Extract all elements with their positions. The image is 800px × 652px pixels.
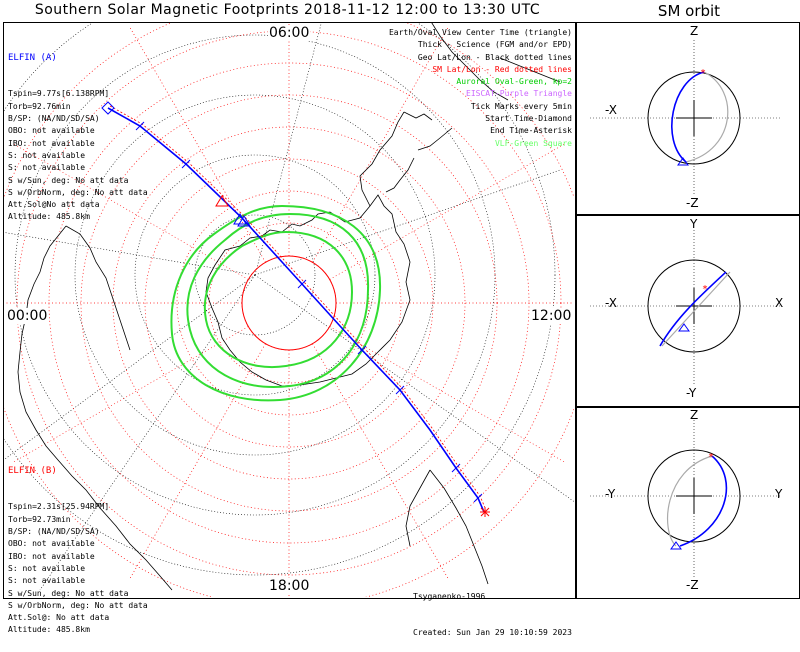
panel2-bottom-label: -Y bbox=[686, 386, 697, 400]
elfin-a-line: S: not available bbox=[8, 163, 86, 173]
elfin-a-info: ELFIN (A) Tspin=9.77s[6.138RPM] Torb=92.7… bbox=[8, 27, 148, 236]
elfin-a-line: IBO: not available bbox=[8, 138, 95, 148]
panel2-left-label: -X bbox=[605, 296, 617, 310]
elfin-b-line: S w/OrbNorm, deg: No att data bbox=[8, 600, 148, 610]
legend-item: End Time-Asterisk bbox=[490, 126, 572, 136]
sm-lat-circle bbox=[112, 126, 466, 480]
svg-text:*: * bbox=[700, 68, 706, 79]
clock-label-bottom: 18:00 bbox=[268, 578, 311, 594]
credits: Tsyganenko-1996 Created: Sun Jan 29 10:1… bbox=[413, 566, 572, 652]
sm-lon-line bbox=[312, 343, 450, 581]
sm-lon-line bbox=[11, 326, 249, 464]
legend: Earth/Oval View Center Time (triangle) Th… bbox=[389, 27, 572, 150]
elfin-b-line: OBO: not available bbox=[8, 539, 95, 549]
sm-lat-circle bbox=[144, 158, 434, 448]
elfin-a-line: Att.Sol@No att data bbox=[8, 200, 100, 210]
elfin-b-line: IBO: not available bbox=[8, 551, 95, 561]
panel1-bottom-label: -Z bbox=[686, 196, 699, 210]
elfin-b-lines: Tspin=2.31s[25.94RPM] Torb=92.73min B/SP: … bbox=[8, 501, 148, 636]
clock-label-top: 06:00 bbox=[268, 25, 311, 41]
credits-created: Created: Sun Jan 29 10:10:59 2023 bbox=[413, 628, 572, 638]
track-tick bbox=[473, 493, 483, 503]
track-tick bbox=[135, 121, 145, 131]
elfin-a-line: S: not available bbox=[8, 150, 86, 160]
elfin-a-line: Tspin=9.77s[6.138RPM] bbox=[8, 89, 110, 99]
credits-author: Tsyganenko-1996 bbox=[413, 591, 486, 601]
elfin-a-name: ELFIN (A) bbox=[8, 52, 57, 63]
panel1-top-label: Z bbox=[690, 24, 699, 38]
elfin-b-line: S: not available bbox=[8, 563, 86, 573]
panel2-right-label: X bbox=[775, 296, 784, 310]
elfin-a-line: S w/OrbNorm, deg: No att data bbox=[8, 187, 148, 197]
orbit-panel-yz: * bbox=[590, 420, 780, 578]
elfin-b-line: B/SP: (NA/ND/SD/SA) bbox=[8, 527, 100, 537]
elfin-b-line: Altitude: 485.8km bbox=[8, 625, 90, 635]
elfin-a-line: B/SP: (NA/ND/SD/SA) bbox=[8, 114, 100, 124]
elfin-b-track bbox=[109, 105, 487, 511]
orbit-title: SM orbit bbox=[657, 2, 721, 20]
elfin-b-line: S: not available bbox=[8, 576, 86, 586]
page-title: Southern Solar Magnetic Footprints 2018-… bbox=[34, 2, 541, 18]
track-ticks bbox=[135, 121, 483, 503]
track-tick bbox=[181, 159, 191, 169]
sm-lon-line bbox=[128, 25, 266, 263]
sm-pole-circle bbox=[241, 255, 337, 351]
sm-lat-circle bbox=[176, 190, 402, 416]
svg-text:*: * bbox=[702, 284, 708, 295]
clock-label-left: 00:00 bbox=[6, 308, 49, 324]
start-diamond bbox=[101, 101, 115, 115]
end-asterisk bbox=[480, 507, 490, 517]
map-frame bbox=[3, 22, 576, 599]
elfin-b-line: Att.Sol@: No att data bbox=[8, 613, 110, 623]
sm-lat-circle bbox=[208, 222, 370, 384]
orbit-panel-xz: * bbox=[590, 40, 780, 196]
elfin-a-line: OBO: not available bbox=[8, 126, 95, 136]
track-tick bbox=[395, 385, 405, 395]
elfin-a-line: Altitude: 485.8km bbox=[8, 212, 90, 222]
elfin-b-name: ELFIN (B) bbox=[8, 465, 57, 476]
elfin-a-lines: Tspin=9.77s[6.138RPM] Torb=92.76min B/SP: … bbox=[8, 88, 148, 223]
svg-text:*: * bbox=[708, 452, 714, 463]
panel2-top-label: Y bbox=[690, 217, 698, 231]
elfin-a-track bbox=[107, 107, 485, 513]
legend-item: Start Time-Diamond bbox=[485, 114, 572, 124]
panel1-left-label: -X bbox=[605, 103, 617, 117]
orbit-panel-xy: * bbox=[590, 230, 780, 386]
panel3-left-label: -Y bbox=[605, 487, 616, 501]
legend-item: EISCAT-Purple Triangle bbox=[466, 89, 572, 99]
view-center-triangle-blue-2 bbox=[237, 215, 251, 227]
legend-item: SM Lat/Lon - Red dotted lines bbox=[432, 64, 572, 74]
view-center-triangle-red bbox=[215, 195, 229, 207]
sm-lon-line bbox=[329, 326, 567, 464]
legend-item: VLF-Green Square bbox=[494, 138, 572, 148]
legend-item: Earth/Oval View Center Time (triangle) bbox=[388, 28, 572, 37]
elfin-a-line: S w/Sun, deg: No att data bbox=[8, 175, 129, 185]
elfin-b-line: S w/Sun, deg: No att data bbox=[8, 588, 129, 598]
track-tick bbox=[357, 345, 367, 355]
elfin-b-line: Torb=92.73min bbox=[8, 514, 71, 524]
elfin-b-line: Tspin=2.31s[25.94RPM] bbox=[8, 502, 110, 512]
sm-lon-line bbox=[329, 142, 567, 280]
track-tick bbox=[451, 463, 461, 473]
clock-label-right: 12:00 bbox=[530, 308, 573, 324]
track-tick bbox=[297, 279, 307, 289]
auroral-oval bbox=[170, 204, 382, 402]
legend-item: Thick - Science (FGM and/or EPD) bbox=[417, 40, 572, 50]
elfin-a-line: Torb=92.76min bbox=[8, 101, 71, 111]
view-center-triangle-blue bbox=[233, 213, 247, 225]
panel3-bottom-label: -Z bbox=[686, 578, 699, 592]
panel3-top-label: Z bbox=[690, 408, 699, 422]
panel3-right-label: Y bbox=[775, 487, 783, 501]
elfin-b-info: ELFIN (B) Tspin=2.31s[25.94RPM] Torb=92.7… bbox=[8, 440, 148, 649]
legend-item: Tick Marks every 5min bbox=[470, 101, 572, 111]
legend-item: Geo Lat/Lon - Black dotted lines bbox=[417, 52, 572, 62]
polar-map: * * * bbox=[4, 23, 780, 597]
legend-item: Auroral Oval-Green, kp=2 bbox=[456, 77, 572, 87]
